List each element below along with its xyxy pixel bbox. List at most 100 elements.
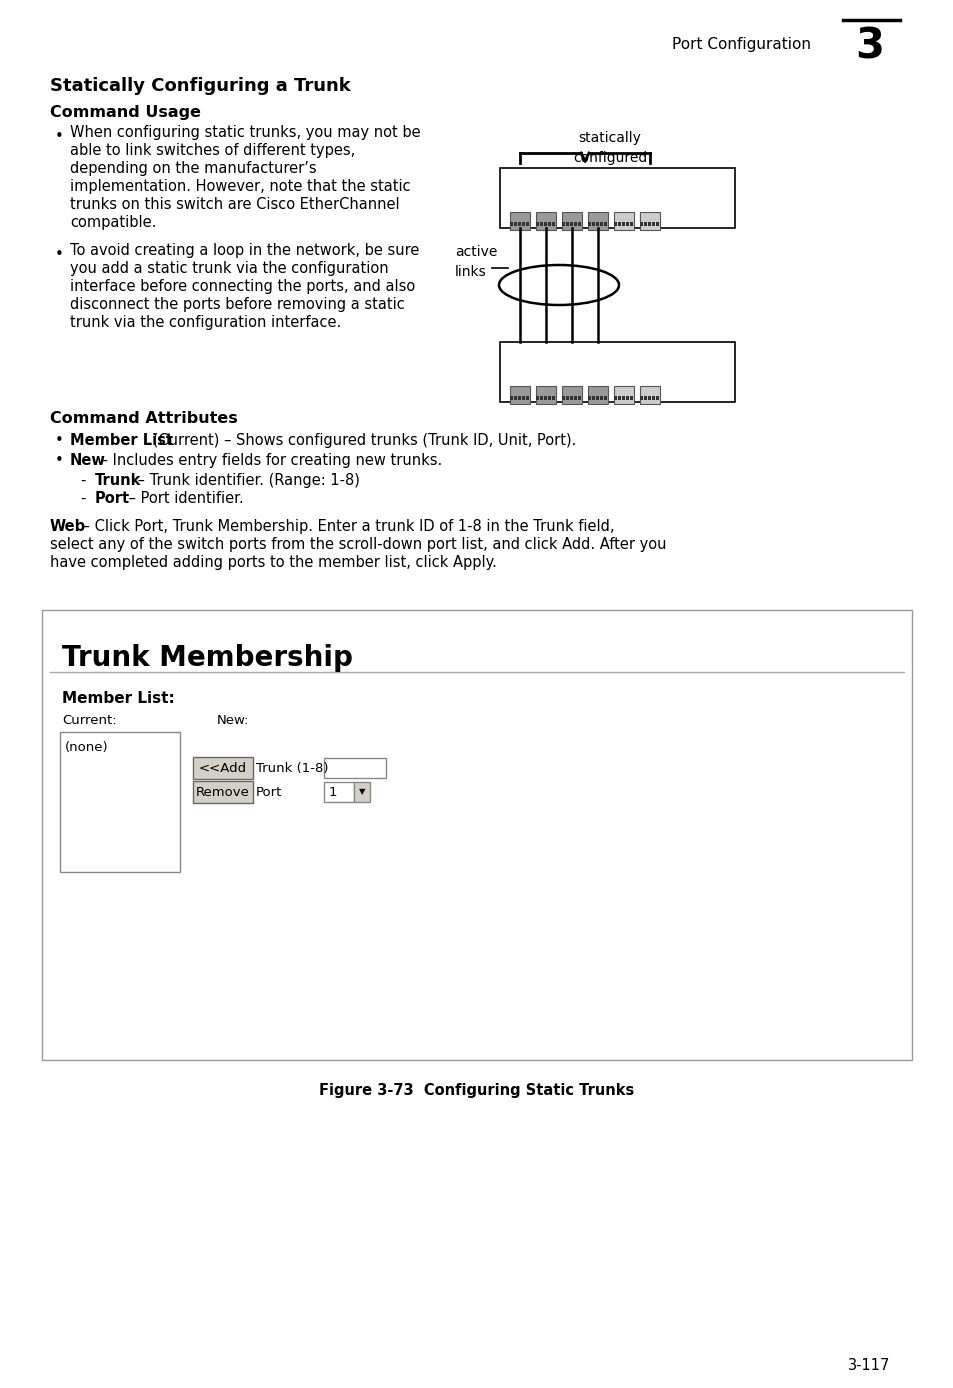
- Bar: [510, 222, 513, 226]
- Text: you add a static trunk via the configuration: you add a static trunk via the configura…: [70, 261, 388, 275]
- Bar: [643, 396, 646, 400]
- Bar: [521, 222, 524, 226]
- Bar: [565, 222, 568, 226]
- Text: Command Usage: Command Usage: [50, 104, 201, 119]
- Bar: [643, 222, 646, 226]
- Text: – Port identifier.: – Port identifier.: [124, 490, 243, 505]
- Bar: [599, 222, 602, 226]
- Text: -: -: [80, 490, 85, 505]
- Bar: [510, 212, 530, 230]
- Text: active
links: active links: [455, 246, 497, 279]
- Text: trunks on this switch are Cisco EtherChannel: trunks on this switch are Cisco EtherCha…: [70, 197, 399, 211]
- Text: Trunk (1-8): Trunk (1-8): [255, 762, 328, 775]
- Bar: [569, 222, 573, 226]
- Text: •: •: [55, 129, 64, 143]
- Bar: [547, 222, 551, 226]
- Bar: [552, 222, 555, 226]
- Text: Member List: Member List: [70, 433, 172, 447]
- Bar: [574, 396, 577, 400]
- Text: able to link switches of different types,: able to link switches of different types…: [70, 143, 355, 157]
- Text: disconnect the ports before removing a static: disconnect the ports before removing a s…: [70, 297, 404, 311]
- Text: Trunk: Trunk: [95, 472, 141, 487]
- Text: New:: New:: [216, 713, 250, 726]
- Bar: [592, 396, 595, 400]
- Text: Current:: Current:: [62, 713, 116, 726]
- Text: Member List:: Member List:: [62, 690, 174, 705]
- Bar: [629, 222, 633, 226]
- Bar: [543, 396, 546, 400]
- Bar: [354, 781, 370, 802]
- Bar: [499, 341, 734, 403]
- Bar: [561, 396, 564, 400]
- Bar: [651, 222, 655, 226]
- FancyBboxPatch shape: [193, 756, 253, 779]
- Text: 3: 3: [855, 25, 883, 67]
- Text: Remove: Remove: [196, 786, 250, 798]
- Bar: [592, 222, 595, 226]
- Text: 1: 1: [329, 786, 337, 798]
- Bar: [517, 396, 520, 400]
- Text: •: •: [55, 433, 64, 447]
- Bar: [587, 222, 590, 226]
- Bar: [596, 222, 598, 226]
- Bar: [42, 609, 911, 1060]
- Bar: [621, 396, 624, 400]
- Text: (Current) – Shows configured trunks (Trunk ID, Unit, Port).: (Current) – Shows configured trunks (Tru…: [148, 433, 576, 447]
- Text: <<Add: <<Add: [199, 762, 247, 775]
- Bar: [618, 396, 620, 400]
- Bar: [639, 386, 659, 404]
- Text: To avoid creating a loop in the network, be sure: To avoid creating a loop in the network,…: [70, 243, 419, 258]
- Text: – Click Port, Trunk Membership. Enter a trunk ID of 1-8 in the Trunk field,: – Click Port, Trunk Membership. Enter a …: [78, 519, 614, 533]
- Text: select any of the switch ports from the scroll-down port list, and click Add. Af: select any of the switch ports from the …: [50, 537, 666, 551]
- Bar: [599, 396, 602, 400]
- Bar: [561, 212, 581, 230]
- Text: ▼: ▼: [358, 787, 365, 797]
- Bar: [647, 396, 650, 400]
- Text: statically
configured: statically configured: [572, 132, 646, 165]
- Text: New: New: [70, 452, 106, 468]
- Bar: [596, 396, 598, 400]
- Bar: [614, 386, 634, 404]
- Text: Trunk Membership: Trunk Membership: [62, 644, 353, 672]
- Text: Port Configuration: Port Configuration: [671, 36, 810, 51]
- Bar: [547, 396, 551, 400]
- Text: interface before connecting the ports, and also: interface before connecting the ports, a…: [70, 279, 415, 293]
- Bar: [514, 222, 517, 226]
- Bar: [574, 222, 577, 226]
- Bar: [324, 781, 354, 802]
- Bar: [578, 222, 580, 226]
- Bar: [536, 212, 556, 230]
- Bar: [569, 396, 573, 400]
- Text: Port: Port: [95, 490, 130, 505]
- Bar: [621, 222, 624, 226]
- Bar: [517, 222, 520, 226]
- Bar: [510, 386, 530, 404]
- Bar: [552, 396, 555, 400]
- Bar: [629, 396, 633, 400]
- Bar: [521, 396, 524, 400]
- Text: Statically Configuring a Trunk: Statically Configuring a Trunk: [50, 76, 351, 94]
- Text: Port: Port: [255, 786, 282, 798]
- Bar: [587, 212, 607, 230]
- Text: have completed adding ports to the member list, click Apply.: have completed adding ports to the membe…: [50, 554, 497, 569]
- Text: 3-117: 3-117: [846, 1357, 889, 1373]
- Text: Web: Web: [50, 519, 86, 533]
- Bar: [603, 396, 606, 400]
- Bar: [60, 731, 180, 872]
- Bar: [536, 222, 538, 226]
- Bar: [499, 168, 734, 228]
- FancyBboxPatch shape: [193, 781, 253, 804]
- Text: Command Attributes: Command Attributes: [50, 411, 237, 426]
- Bar: [618, 222, 620, 226]
- Bar: [625, 222, 628, 226]
- Bar: [539, 222, 542, 226]
- Text: compatible.: compatible.: [70, 215, 156, 229]
- Bar: [587, 386, 607, 404]
- Bar: [614, 396, 617, 400]
- Bar: [565, 396, 568, 400]
- Text: depending on the manufacturer’s: depending on the manufacturer’s: [70, 161, 316, 175]
- Bar: [639, 222, 642, 226]
- Bar: [561, 386, 581, 404]
- Text: implementation. However, note that the static: implementation. However, note that the s…: [70, 179, 410, 193]
- Text: (none): (none): [65, 741, 109, 754]
